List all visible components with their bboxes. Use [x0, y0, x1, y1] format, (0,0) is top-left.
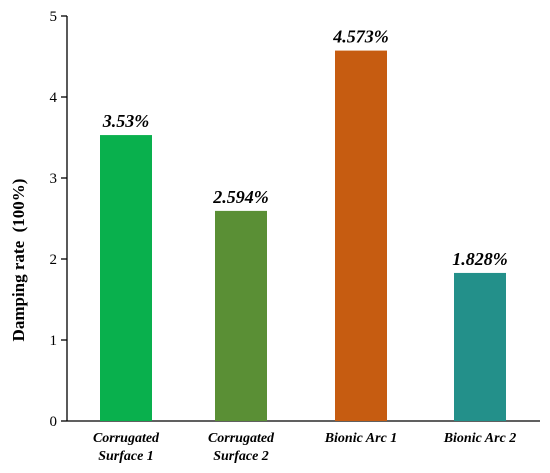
x-tick-label-line: Corrugated — [93, 431, 160, 446]
y-ticks: 0 1 2 3 4 5 — [50, 9, 67, 430]
x-tick-label-line: Surface 1 — [98, 449, 154, 464]
y-tick-label: 1 — [50, 333, 58, 349]
y-axis-label: Damping rate (100%) — [9, 179, 28, 342]
y-tick-label: 3 — [50, 171, 58, 187]
y-tick-label: 0 — [50, 414, 58, 430]
x-tick-label: Bionic Arc 2 — [443, 431, 517, 446]
bars — [100, 50, 506, 421]
bar-value-label: 1.828% — [452, 249, 508, 269]
x-tick-label-line: Corrugated — [208, 431, 275, 446]
bar-value-label: 4.573% — [332, 27, 389, 47]
x-tick-label-line: Surface 2 — [213, 449, 269, 464]
y-tick-label: 4 — [50, 90, 58, 106]
x-tick-labels: Corrugated Surface 1 Corrugated Surface 2 Bi… — [93, 431, 516, 464]
x-tick-label: Bionic Arc 1 — [324, 431, 398, 446]
y-tick-label: 2 — [50, 252, 58, 268]
x-tick-label-line: Bionic Arc 1 — [324, 431, 398, 446]
x-tick-label: Corrugated Surface 2 — [208, 431, 275, 464]
y-tick-label: 5 — [50, 9, 58, 25]
bar — [215, 210, 267, 421]
bar-value-label: 3.53% — [102, 111, 150, 131]
bar — [335, 50, 387, 421]
x-tick-label-line: Bionic Arc 2 — [443, 431, 517, 446]
bar — [100, 135, 152, 421]
bar — [454, 272, 506, 421]
x-tick-label: Corrugated Surface 1 — [93, 431, 160, 464]
bar-value-label: 2.594% — [212, 187, 269, 207]
data-labels: 3.53% 2.594% 4.573% 1.828% — [102, 27, 508, 269]
